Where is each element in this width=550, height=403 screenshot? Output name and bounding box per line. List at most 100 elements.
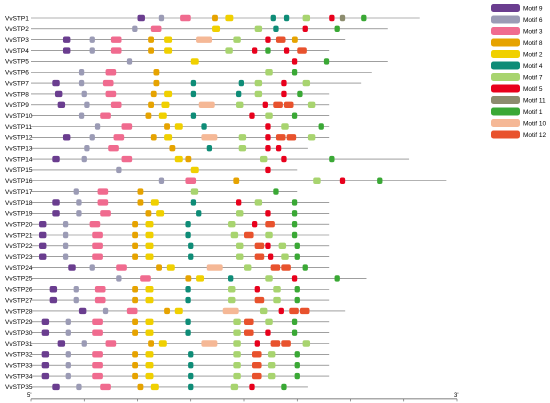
legend-item: Motif 10 [491,119,547,127]
motif-box-motif-4 [236,90,242,98]
motif-box-motif-5 [281,90,287,98]
motif-box-motif-3 [92,329,103,336]
motif-box-motif-5 [254,340,260,347]
motif-box-motif-5 [339,177,346,184]
motif-box-motif-7 [259,307,268,315]
motif-box-motif-10 [222,307,239,315]
gene-row: VvSTP12 [5,134,330,142]
gene-label: VvSTP21 [5,232,33,239]
motif-box-motif-7 [238,145,247,152]
legend-swatch [491,27,520,35]
motif-box-motif-2 [158,340,167,347]
motif-box-motif-3 [126,307,138,315]
motif-box-motif-12 [251,362,262,369]
motif-box-motif-7 [230,231,239,239]
motif-box-motif-4 [201,123,207,130]
motif-box-motif-3 [97,199,109,206]
motif-box-motif-8 [132,329,139,336]
gene-label: VvSTP14 [5,156,33,163]
gene-row: VvSTP8 [5,90,330,98]
motif-box-motif-12 [244,231,254,239]
motif-box-motif-6 [116,166,122,174]
motif-box-motif-9 [38,253,47,260]
motif-box-motif-3 [100,383,111,391]
motif-box-motif-5 [265,36,271,43]
gene-rows: VvSTP1 VvSTP2 VvSTP3 VvSTP4 VvSTP5 VvSTP6 VvST… [5,14,447,391]
motif-box-motif-3 [92,362,103,369]
motif-box-motif-4 [190,199,197,206]
motif-box-motif-7 [265,231,273,239]
legend-item: Motif 7 [491,73,543,81]
motif-box-motif-8 [148,101,155,108]
motif-box-motif-7 [307,134,316,141]
gene-label: VvSTP5 [5,59,29,66]
motif-box-motif-8 [150,90,157,98]
motif-box-motif-3 [105,69,117,76]
motif-box-motif-9 [52,79,60,87]
gene-row: VvSTP35 [5,383,308,391]
motif-box-motif-3 [94,286,106,293]
motif-box-motif-8 [137,383,144,391]
motif-box-motif-4 [188,383,194,391]
motif-box-motif-3 [140,275,151,282]
motif-box-motif-6 [65,351,71,358]
motif-box-motif-5 [329,14,335,22]
motif-box-motif-12 [283,101,294,108]
motif-box-motif-8 [153,69,160,76]
legend-swatch [491,50,520,58]
motif-box-motif-3 [121,155,133,163]
motif-box-motif-6 [78,79,85,87]
motif-box-motif-1 [334,25,340,33]
motif-box-motif-12 [281,340,291,347]
gene-label: VvSTP28 [5,308,33,315]
motif-box-motif-6 [76,199,82,206]
motif-box-motif-1 [291,112,298,119]
motif-box-motif-6 [158,177,165,184]
gene-row: VvSTP5 [5,58,388,66]
motif-box-motif-9 [62,134,71,141]
motif-box-motif-1 [377,177,383,184]
motif-box-motif-8 [132,253,139,260]
motif-box-motif-2 [166,264,175,271]
motif-box-motif-1 [291,220,298,228]
legend-item: Motif 9 [491,4,543,12]
motif-box-motif-5 [265,134,271,141]
motif-box-motif-3 [185,177,197,184]
motif-box-motif-8 [291,36,298,43]
motif-box-motif-4 [185,286,191,293]
motif-box-motif-5 [291,58,298,65]
motif-box-motif-3 [92,372,103,380]
legend-label: Motif 9 [523,5,543,12]
motif-box-motif-4 [190,90,197,98]
motif-box-motif-5 [275,145,282,152]
axis-5prime-label: 5' [27,393,31,399]
gene-label: VvSTP33 [5,363,33,370]
motif-box-motif-12 [254,242,265,250]
motif-box-motif-3 [110,47,122,54]
motif-box-motif-2 [190,166,199,174]
motif-box-motif-9 [57,340,66,347]
motif-box-motif-6 [65,372,71,380]
motif-box-motif-7 [233,340,241,347]
motif-box-motif-7 [302,14,311,22]
motif-box-motif-6 [62,253,69,260]
motif-box-motif-7 [238,134,247,141]
legend-swatch [491,84,520,93]
gene-label: VvSTP19 [5,211,33,218]
motif-box-motif-1 [291,210,298,217]
motif-box-motif-7 [273,296,281,304]
motif-box-motif-2 [145,286,154,293]
motif-box-motif-4 [185,329,191,336]
motif-box-motif-7 [254,25,263,33]
legend-swatch [491,4,520,12]
motif-box-motif-1 [291,231,298,239]
motif-box-motif-7 [233,351,241,358]
motif-box-motif-5 [236,199,242,206]
motif-box-motif-3 [110,36,122,43]
gene-label: VvSTP3 [5,37,29,44]
motif-box-motif-7 [254,79,263,87]
legend-swatch [491,73,520,81]
legend-item: Motif 5 [491,84,543,93]
motif-box-motif-12 [275,36,286,43]
